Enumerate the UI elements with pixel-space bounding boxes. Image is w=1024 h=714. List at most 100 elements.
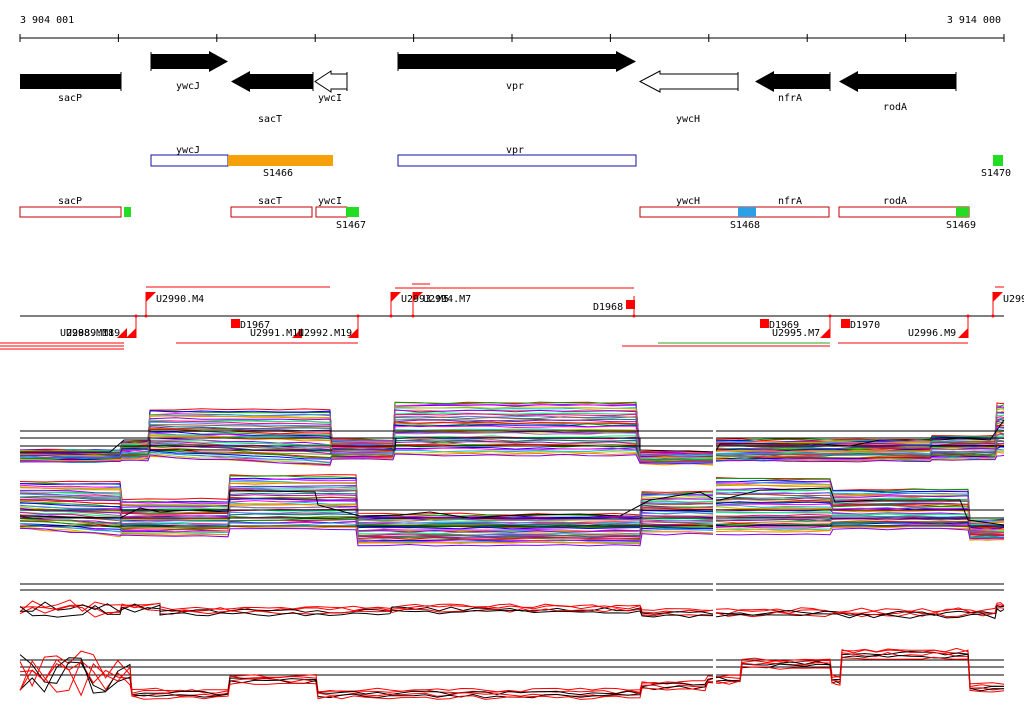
segment-track-upper: ywcJ S1466 vpr S1470 [150, 145, 1011, 179]
transcript-label: U2988.M18 [60, 328, 114, 339]
sigma-site-label: S1466 [263, 168, 293, 179]
segment-label: sacP [58, 196, 82, 207]
breakpoint-marker[interactable] [626, 300, 635, 309]
transcript-label: U2991.M11 [250, 328, 304, 339]
segment-label: nfrA [778, 196, 802, 207]
expression-profile [19, 525, 1005, 545]
sigma-site-label: S1467 [336, 220, 366, 231]
transcript-end-marker[interactable] [958, 328, 968, 338]
transcript-label: D1967 [240, 320, 270, 331]
expression-profile [19, 424, 1004, 458]
sigma-site-block[interactable] [228, 155, 333, 166]
breakpoint-marker[interactable] [760, 319, 769, 328]
sigma-site-label: S1468 [730, 220, 760, 231]
signal-line [19, 604, 1005, 620]
transcript-label: D1970 [850, 320, 880, 331]
transcript-label: U2996.M9 [908, 328, 956, 339]
transcript-label: U2993.M5 [401, 294, 449, 305]
gene-rodA[interactable]: rodA [839, 71, 957, 113]
segment-sacP[interactable] [19, 206, 122, 218]
breakpoint-marker[interactable] [231, 319, 240, 328]
signal-panel-forward [19, 583, 1005, 620]
segment-label: sacT [258, 196, 282, 207]
coordinate-end: 3 914 000 [947, 15, 1001, 26]
expression-profile [20, 443, 1005, 463]
expression-panel-forward [19, 401, 1005, 467]
expression-profile [19, 511, 1005, 537]
expression-profile [19, 413, 1005, 456]
profile-gap [713, 400, 716, 700]
transcript-end-marker[interactable] [292, 328, 302, 338]
segment-track-lower: sacP sacT ywcI S1467 ywcH nfrA S1468 rod… [19, 196, 976, 231]
breakpoint-marker[interactable] [841, 319, 850, 328]
segment-ywcH[interactable] [639, 206, 830, 218]
gene-label: ywcH [676, 114, 700, 125]
coordinate-axis: 3 904 001 3 914 000 [19, 15, 1005, 42]
segment-rodA[interactable] [838, 206, 970, 218]
sigma-site-block[interactable] [346, 207, 359, 217]
signal-line [19, 656, 1005, 700]
segment-label: ywcI [318, 196, 342, 207]
gene-sacT[interactable]: sacT [231, 71, 314, 125]
transcript-end-marker[interactable] [820, 328, 830, 338]
segment-ywcJ[interactable] [150, 154, 229, 167]
segment-sacT[interactable] [230, 206, 313, 218]
sigma-site-block[interactable] [956, 207, 969, 217]
coordinate-start: 3 904 001 [20, 15, 74, 26]
signal-lines [19, 647, 1005, 700]
transcript-start-marker[interactable] [413, 292, 423, 302]
expression-profile [20, 453, 1005, 466]
expression-profile [19, 416, 1005, 458]
segment-label: vpr [506, 145, 524, 156]
sigma-site-block[interactable] [993, 155, 1003, 166]
signal-line [19, 605, 1005, 618]
segment-label: rodA [883, 196, 907, 207]
signal-line [19, 602, 1005, 616]
transcript-start-marker[interactable] [146, 292, 156, 302]
expression-panel-reverse [19, 474, 1005, 547]
expression-profile [19, 438, 1005, 461]
gene-ywcH[interactable]: ywcH [638, 70, 739, 125]
gene-nfrA[interactable]: nfrA [755, 71, 831, 104]
transcript-label: U2989.M19 [66, 328, 120, 339]
gene-vpr[interactable]: vpr [397, 51, 636, 92]
expression-profile [19, 503, 1005, 533]
expression-profile [19, 486, 1005, 527]
gene-sacP[interactable]: sacP [20, 72, 122, 104]
sigma-site-label: S1469 [946, 220, 976, 231]
transcript-start-marker[interactable] [391, 292, 401, 302]
gene-label: vpr [506, 81, 524, 92]
transcript-label: U299 [1003, 294, 1024, 305]
transcript-label: U2994.M7 [423, 294, 471, 305]
gene-ywcI[interactable]: ywcI [314, 70, 348, 104]
transcript-end-marker[interactable] [126, 328, 136, 338]
transcript-end-marker[interactable] [348, 328, 358, 338]
expression-profile [19, 527, 1005, 547]
transcript-start-marker[interactable] [993, 292, 1003, 302]
segment-label: ywcH [676, 196, 700, 207]
expression-profile-lines [19, 401, 1005, 467]
gene-track: sacP ywcJ sacT ywcI vpr ywcH [20, 51, 957, 125]
segment-vpr[interactable] [397, 154, 637, 167]
segment-label: ywcJ [176, 145, 200, 156]
sigma-site-label: S1470 [981, 168, 1011, 179]
gene-ywcJ[interactable]: ywcJ [150, 51, 228, 92]
gene-label: sacT [258, 114, 282, 125]
expression-profile [19, 406, 1005, 456]
expression-profile [19, 450, 1005, 465]
gene-label: nfrA [778, 93, 802, 104]
expression-profile [19, 409, 1005, 455]
segment-ywcI[interactable] [315, 206, 348, 218]
expression-profile [19, 421, 1005, 458]
transcript-end-marker[interactable] [117, 328, 127, 338]
signal-lines [19, 599, 1005, 620]
expression-profile [19, 500, 1005, 532]
gene-label: ywcI [318, 93, 342, 104]
expression-profile [19, 436, 1005, 462]
gene-label: rodA [883, 102, 907, 113]
sigma-site-block[interactable] [738, 207, 756, 217]
transcript-track: U2990.M4 U2993.M5 U2994.M7 D1968 U299 U2… [0, 283, 1024, 350]
axis-ticks [19, 34, 1005, 42]
expression-profile [19, 478, 1005, 523]
transcript-label: U2992.M19 [298, 328, 352, 339]
